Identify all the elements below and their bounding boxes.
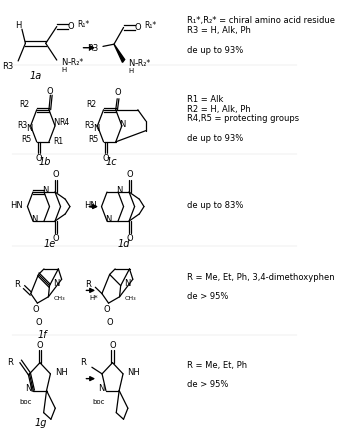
Text: boc: boc [19,399,32,404]
Text: O: O [109,341,116,349]
Text: NH: NH [127,368,140,377]
Text: O: O [52,234,59,243]
Text: N: N [98,384,105,393]
Text: 1d: 1d [117,239,129,249]
Text: R2: R2 [19,100,29,109]
Text: O: O [52,170,59,179]
Text: –R₂*: –R₂* [135,59,151,67]
Text: R3: R3 [87,44,98,53]
Text: R: R [14,281,20,289]
Text: R3 = H, Alk, Ph: R3 = H, Alk, Ph [187,26,250,35]
Text: R: R [85,281,91,289]
Text: H*: H* [90,295,98,301]
Text: N: N [27,123,33,132]
Text: H: H [61,67,66,73]
Text: R3: R3 [2,62,13,71]
Text: R5: R5 [88,135,98,144]
Text: R3: R3 [84,121,95,130]
Text: O: O [36,154,42,163]
Text: O: O [134,23,141,32]
Text: O: O [36,318,42,328]
Text: N: N [93,123,100,132]
Text: N: N [128,59,134,67]
Text: boc: boc [92,399,105,404]
Text: O: O [67,22,74,31]
Text: N: N [53,279,59,288]
Text: O: O [47,87,53,96]
Text: N: N [119,120,126,129]
Text: –R₂*: –R₂* [68,58,84,67]
Text: N: N [42,186,48,195]
Text: NH: NH [55,368,68,377]
Text: CH₃: CH₃ [125,297,136,301]
Text: de up to 83%: de up to 83% [187,201,243,210]
Text: R₁*: R₁* [145,21,157,30]
Text: R = Me, Et, Ph, 3,4-dimethoxyphen: R = Me, Et, Ph, 3,4-dimethoxyphen [187,273,334,282]
Text: 1c: 1c [105,157,117,167]
Text: 1b: 1b [38,157,50,167]
Text: H: H [15,21,22,30]
Text: N: N [31,215,37,224]
Text: N: N [26,384,32,393]
Text: 1e: 1e [43,239,55,249]
Text: H: H [128,67,133,74]
Text: N: N [105,215,111,224]
Text: O: O [127,234,133,243]
Text: R5: R5 [21,135,31,144]
Text: R4,R5 = protecting groups: R4,R5 = protecting groups [187,115,299,123]
Text: O: O [127,170,133,179]
Text: R2 = H, Alk, Ph: R2 = H, Alk, Ph [187,105,250,114]
Text: R = Me, Et, Ph: R = Me, Et, Ph [187,361,247,370]
Text: de up to 93%: de up to 93% [187,46,243,55]
Text: de > 95%: de > 95% [187,292,228,301]
Text: N: N [61,58,68,67]
Text: N: N [53,118,59,127]
Text: R₁*: R₁* [78,20,90,29]
Text: CH₃: CH₃ [53,297,65,301]
Text: R₁*,R₂* = chiral amino acid residue: R₁*,R₂* = chiral amino acid residue [187,16,335,25]
Text: de > 95%: de > 95% [187,381,228,389]
Text: O: O [107,318,113,328]
Text: 1a: 1a [29,71,42,81]
Text: R2: R2 [86,100,96,109]
Text: R: R [80,358,86,367]
Text: O: O [104,305,110,314]
Text: O: O [33,305,39,314]
Text: O: O [102,154,109,163]
Text: N: N [116,186,122,195]
Text: 1f: 1f [38,329,47,340]
Text: O: O [115,88,121,98]
Text: HN: HN [10,201,23,210]
Text: 1g: 1g [34,418,47,428]
Polygon shape [114,44,125,63]
Text: R: R [8,358,13,367]
Text: O: O [37,341,43,349]
Text: R1 = Alk: R1 = Alk [187,95,223,104]
Text: de up to 93%: de up to 93% [187,134,243,143]
Text: R3: R3 [18,121,28,130]
Text: R4: R4 [59,118,70,127]
Text: N: N [124,279,130,288]
Text: R1: R1 [53,137,63,147]
Text: HN: HN [85,201,97,210]
